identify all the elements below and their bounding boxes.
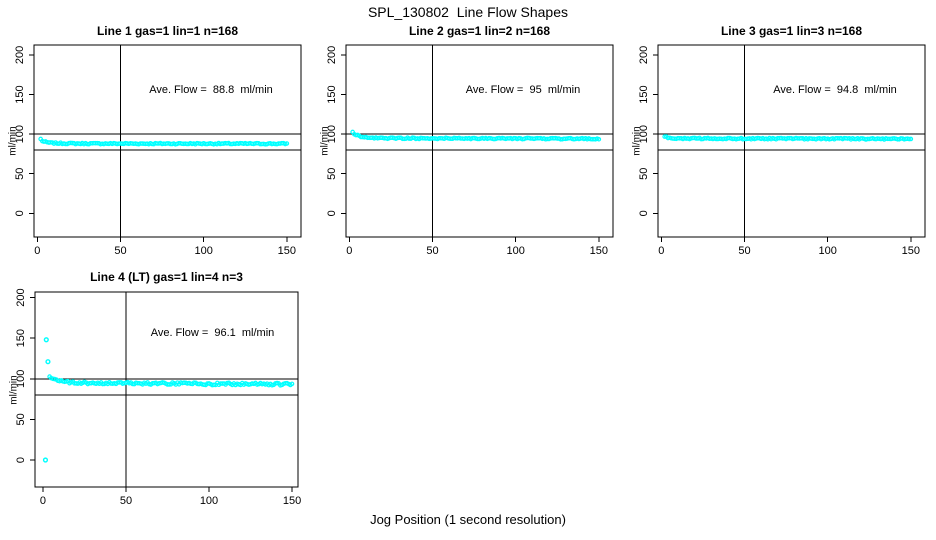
svg-text:150: 150 — [590, 245, 608, 257]
svg-text:50: 50 — [120, 495, 132, 507]
svg-text:150: 150 — [283, 495, 301, 507]
panel-3-y-axis-label: ml/min — [631, 126, 643, 156]
panel-4-y-axis-label: ml/min — [8, 375, 20, 405]
svg-text:150: 150 — [902, 245, 920, 257]
svg-text:50: 50 — [326, 168, 338, 180]
svg-text:50: 50 — [638, 168, 650, 180]
svg-text:100: 100 — [15, 370, 27, 388]
panel-4-title: Line 4 (LT) gas=1 lin=4 n=3 — [90, 270, 243, 284]
svg-text:0: 0 — [14, 210, 26, 216]
svg-text:200: 200 — [14, 46, 26, 64]
svg-text:0: 0 — [15, 457, 27, 463]
svg-text:50: 50 — [426, 245, 438, 257]
svg-text:0: 0 — [658, 245, 664, 257]
figure-title: SPL_130802 Line Flow Shapes — [367, 4, 569, 20]
panel-2-ave-flow-annotation: Ave. Flow = 95 ml/min — [465, 84, 581, 96]
svg-text:200: 200 — [326, 46, 338, 64]
svg-text:150: 150 — [15, 329, 27, 347]
svg-text:50: 50 — [114, 245, 126, 257]
svg-text:100: 100 — [819, 245, 837, 257]
svg-text:100: 100 — [195, 245, 213, 257]
svg-text:200: 200 — [638, 46, 650, 64]
panel-2-y-axis-label: ml/min — [319, 126, 331, 156]
svg-text:100: 100 — [638, 125, 650, 143]
svg-text:200: 200 — [15, 288, 27, 306]
panel-1-ave-flow-annotation: Ave. Flow = 88.8 ml/min — [149, 84, 273, 96]
svg-text:100: 100 — [326, 125, 338, 143]
panel-3-title: Line 3 gas=1 lin=3 n=168 — [720, 24, 863, 38]
panel-2-title: Line 2 gas=1 lin=2 n=168 — [408, 24, 551, 38]
svg-text:0: 0 — [638, 210, 650, 216]
x-axis-label: Jog Position (1 second resolution) — [370, 512, 566, 527]
svg-text:150: 150 — [638, 85, 650, 103]
panel-1-title: Line 1 gas=1 lin=1 n=168 — [96, 24, 239, 38]
svg-text:150: 150 — [278, 245, 296, 257]
svg-text:0: 0 — [40, 495, 46, 507]
svg-text:50: 50 — [14, 168, 26, 180]
svg-text:100: 100 — [14, 125, 26, 143]
svg-text:0: 0 — [326, 210, 338, 216]
svg-text:100: 100 — [200, 495, 218, 507]
svg-text:150: 150 — [326, 85, 338, 103]
svg-text:0: 0 — [346, 245, 352, 257]
svg-text:0: 0 — [34, 245, 40, 257]
svg-text:50: 50 — [738, 245, 750, 257]
panel-3-ave-flow-annotation: Ave. Flow = 94.8 ml/min — [773, 84, 897, 96]
panel-1-y-axis-label: ml/min — [7, 126, 19, 156]
panel-4-ave-flow-annotation: Ave. Flow = 96.1 ml/min — [150, 327, 275, 339]
svg-text:100: 100 — [507, 245, 525, 257]
svg-text:50: 50 — [15, 413, 27, 425]
svg-text:150: 150 — [14, 85, 26, 103]
